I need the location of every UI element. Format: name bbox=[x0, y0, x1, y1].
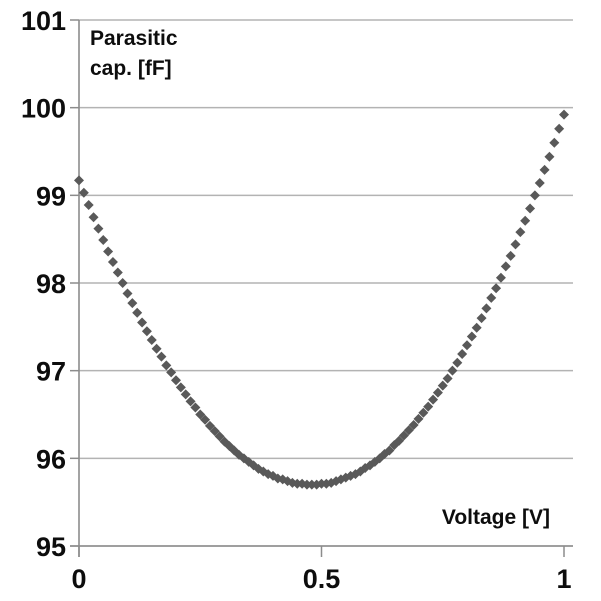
data-point-marker bbox=[520, 215, 531, 226]
x-tick-label: 0 bbox=[71, 564, 86, 594]
y-tick-label: 95 bbox=[36, 532, 66, 562]
data-point-marker bbox=[510, 239, 521, 250]
data-point-marker bbox=[462, 340, 472, 351]
data-point-marker bbox=[190, 402, 201, 413]
data-point-marker bbox=[98, 235, 109, 246]
data-point-marker bbox=[132, 307, 143, 318]
data-point-marker bbox=[447, 365, 458, 376]
data-point-marker bbox=[442, 373, 453, 384]
data-point-marker bbox=[141, 326, 152, 337]
data-point-marker bbox=[384, 445, 395, 456]
data-point-marker bbox=[209, 426, 220, 437]
data-point-marker bbox=[195, 409, 206, 420]
data-point-marker bbox=[403, 425, 414, 436]
data-point-marker bbox=[423, 401, 434, 412]
data-point-marker bbox=[505, 250, 516, 261]
data-point-marker bbox=[529, 190, 540, 201]
data-point-marker bbox=[161, 360, 172, 371]
data-point-marker bbox=[491, 283, 502, 294]
y-axis-title-line2: cap. [fF] bbox=[90, 57, 172, 80]
data-point-marker bbox=[103, 246, 114, 257]
data-point-marker bbox=[74, 175, 84, 186]
y-tick-label: 101 bbox=[21, 6, 66, 36]
data-point-marker bbox=[476, 313, 487, 324]
data-point-marker bbox=[185, 396, 196, 407]
data-point-marker bbox=[437, 380, 448, 391]
data-point-marker bbox=[539, 164, 550, 175]
data-point-marker bbox=[204, 420, 215, 431]
data-point-marker bbox=[452, 357, 463, 368]
data-point-marker bbox=[175, 382, 186, 393]
y-tick-label: 98 bbox=[36, 269, 66, 299]
data-point-marker bbox=[525, 203, 536, 214]
data-point-marker bbox=[418, 407, 429, 418]
data-point-marker bbox=[394, 435, 405, 446]
y-axis-title-line1: Parasitic bbox=[90, 27, 178, 50]
data-point-marker bbox=[93, 223, 104, 234]
data-point-marker bbox=[171, 375, 181, 386]
data-point-marker bbox=[559, 109, 569, 120]
data-point-marker bbox=[146, 334, 157, 345]
y-tick-label: 96 bbox=[36, 444, 66, 474]
data-point-marker bbox=[457, 349, 468, 360]
x-tick-label: 1 bbox=[556, 564, 571, 594]
data-point-marker bbox=[78, 187, 89, 198]
data-point-marker bbox=[495, 272, 506, 283]
data-point-marker bbox=[486, 292, 497, 303]
data-point-marker bbox=[137, 317, 148, 328]
data-point-marker bbox=[408, 420, 419, 431]
data-point-marker bbox=[534, 178, 545, 189]
data-point-marker bbox=[398, 430, 409, 441]
data-point-marker bbox=[151, 343, 162, 354]
data-point-marker bbox=[432, 387, 443, 398]
data-point-marker bbox=[471, 322, 482, 333]
data-point-marker bbox=[214, 431, 225, 442]
x-axis-title: Voltage [V] bbox=[441, 506, 550, 529]
data-point-marker bbox=[112, 267, 123, 278]
y-tick-label: 99 bbox=[36, 181, 66, 211]
data-point-marker bbox=[544, 151, 555, 162]
y-axis-title: Parasitic cap. [fF] bbox=[90, 24, 178, 84]
data-point-marker bbox=[88, 212, 99, 223]
data-point-marker bbox=[122, 288, 133, 299]
data-point-marker bbox=[166, 367, 177, 378]
y-tick-label: 97 bbox=[36, 357, 66, 387]
x-tick-label: 0.5 bbox=[303, 564, 341, 594]
data-point-marker bbox=[117, 278, 128, 288]
data-point-marker bbox=[156, 351, 167, 362]
data-point-marker bbox=[500, 261, 511, 272]
data-point-marker bbox=[83, 199, 94, 210]
data-point-marker bbox=[428, 394, 439, 405]
data-point-marker bbox=[200, 414, 211, 425]
data-point-marker bbox=[180, 389, 191, 400]
data-point-marker bbox=[127, 298, 138, 309]
data-point-marker bbox=[481, 303, 492, 314]
data-point-marker bbox=[107, 256, 118, 267]
data-point-marker bbox=[515, 227, 526, 238]
data-point-marker bbox=[413, 413, 424, 424]
y-tick-label: 100 bbox=[21, 94, 66, 124]
data-point-marker bbox=[554, 123, 565, 134]
data-point-marker bbox=[466, 331, 477, 342]
data-point-marker bbox=[549, 137, 560, 148]
